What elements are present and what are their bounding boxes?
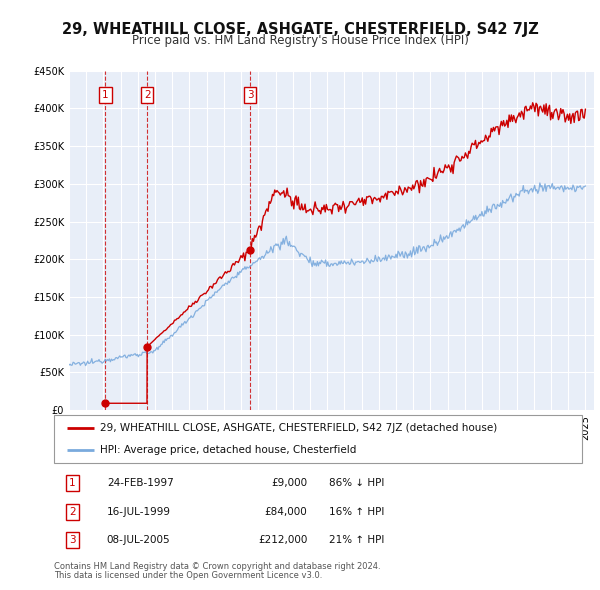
Text: 29, WHEATHILL CLOSE, ASHGATE, CHESTERFIELD, S42 7JZ (detached house): 29, WHEATHILL CLOSE, ASHGATE, CHESTERFIE… — [100, 423, 498, 433]
Text: £84,000: £84,000 — [265, 507, 307, 517]
Text: 3: 3 — [69, 535, 76, 545]
Text: 1: 1 — [102, 90, 109, 100]
Text: 3: 3 — [247, 90, 253, 100]
Text: This data is licensed under the Open Government Licence v3.0.: This data is licensed under the Open Gov… — [54, 571, 322, 580]
Text: 24-FEB-1997: 24-FEB-1997 — [107, 478, 173, 489]
Text: £212,000: £212,000 — [258, 535, 307, 545]
Text: 08-JUL-2005: 08-JUL-2005 — [107, 535, 170, 545]
Text: £9,000: £9,000 — [271, 478, 307, 489]
Text: Contains HM Land Registry data © Crown copyright and database right 2024.: Contains HM Land Registry data © Crown c… — [54, 562, 380, 571]
Text: 1: 1 — [69, 478, 76, 489]
Text: 16-JUL-1999: 16-JUL-1999 — [107, 507, 171, 517]
Text: 29, WHEATHILL CLOSE, ASHGATE, CHESTERFIELD, S42 7JZ: 29, WHEATHILL CLOSE, ASHGATE, CHESTERFIE… — [62, 22, 538, 37]
Text: Price paid vs. HM Land Registry's House Price Index (HPI): Price paid vs. HM Land Registry's House … — [131, 34, 469, 47]
Text: 86% ↓ HPI: 86% ↓ HPI — [329, 478, 384, 489]
Text: 21% ↑ HPI: 21% ↑ HPI — [329, 535, 384, 545]
Text: 16% ↑ HPI: 16% ↑ HPI — [329, 507, 384, 517]
Text: HPI: Average price, detached house, Chesterfield: HPI: Average price, detached house, Ches… — [100, 445, 357, 455]
Text: 2: 2 — [69, 507, 76, 517]
Text: 2: 2 — [144, 90, 151, 100]
